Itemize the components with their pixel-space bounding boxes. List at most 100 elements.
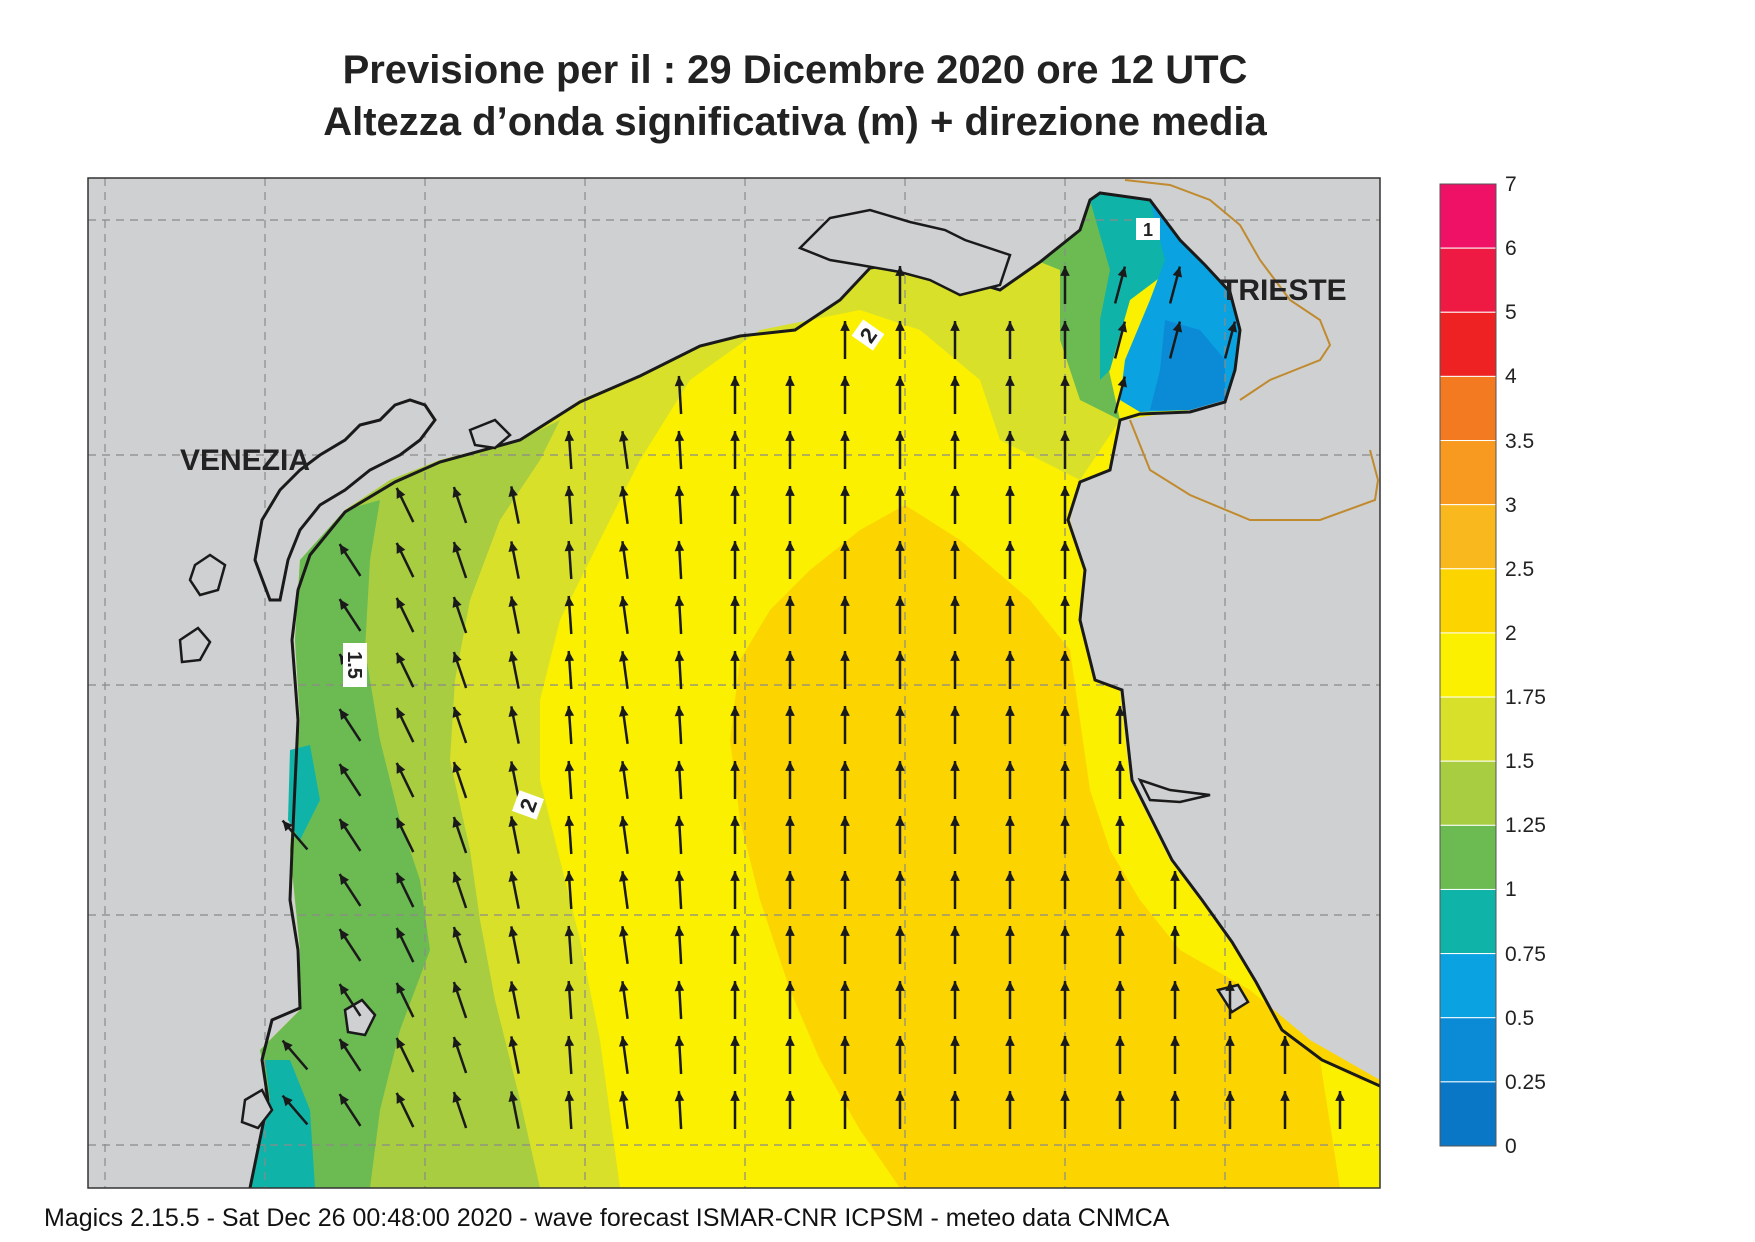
legend-tick-label: 0: [1505, 1135, 1517, 1158]
direction-arrow-head: [840, 486, 850, 496]
legend-swatch: [1439, 375, 1497, 442]
direction-arrow-head: [840, 816, 850, 826]
direction-arrow-head: [1060, 321, 1070, 331]
legend-swatch: [1439, 760, 1497, 826]
direction-arrow-head: [396, 817, 406, 829]
lagoon-island-1: [468, 418, 512, 450]
legend-swatch: [1439, 440, 1497, 506]
legend-tick-label: 5: [1505, 301, 1517, 325]
direction-arrow-head: [895, 486, 905, 496]
band-125: [250, 500, 430, 1188]
direction-arrow-head: [282, 820, 293, 832]
forecast-subtitle: Altezza d’onda significativa (m) + direz…: [323, 100, 1267, 144]
direction-arrow-head: [452, 597, 462, 608]
direction-arrow-head: [840, 761, 850, 771]
direction-arrow-head: [564, 981, 575, 992]
direction-arrow-head: [840, 706, 850, 716]
legend-swatch: [1439, 1081, 1497, 1147]
direction-arrow-head: [452, 1092, 462, 1103]
direction-arrow-head: [674, 816, 685, 827]
grado-lagoon: [797, 208, 1012, 297]
direction-arrow-head: [1170, 1091, 1180, 1101]
legend-tick-label: 2.5: [1505, 557, 1535, 581]
direction-arrow-head: [1005, 761, 1015, 771]
direction-arrow-head: [950, 431, 960, 441]
direction-arrow-head: [1005, 376, 1015, 386]
direction-arrow-head: [1225, 1091, 1235, 1101]
legend-swatch: [1439, 953, 1497, 1019]
direction-arrow-head: [1170, 1036, 1180, 1046]
direction-arrow-head: [950, 651, 960, 661]
direction-arrow-head: [564, 486, 575, 497]
direction-arrow-head: [508, 486, 518, 497]
legend-tick-label: 4: [1505, 365, 1517, 389]
legend-tick-label: 3: [1505, 493, 1517, 517]
direction-arrow-head: [730, 1091, 740, 1101]
direction-arrow-head: [396, 597, 406, 609]
direction-arrow-head: [730, 761, 740, 771]
slovenia-border: [1124, 179, 1332, 401]
direction-arrow-head: [508, 926, 518, 937]
direction-arrow-head: [840, 596, 850, 606]
direction-arrow-head: [950, 981, 960, 991]
direction-arrow-head: [730, 706, 740, 716]
direction-arrow-head: [674, 486, 685, 497]
direction-arrow-head: [564, 706, 575, 717]
direction-arrow-head: [785, 926, 795, 936]
lagoon-island-4: [240, 1088, 274, 1130]
direction-arrow-head: [1335, 1091, 1345, 1101]
legend-tick-label: 7: [1505, 173, 1517, 196]
lagoon-island-2: [188, 553, 227, 597]
legend-border: [1439, 183, 1497, 1147]
direction-arrow-head: [508, 1036, 518, 1047]
direction-arrow-head: [339, 544, 349, 555]
direction-arrow-head: [785, 596, 795, 606]
direction-arrow-head: [508, 981, 518, 992]
direction-arrow-head: [1060, 981, 1070, 991]
direction-arrow-head: [1115, 706, 1125, 716]
contour-label-2-west: 2: [512, 790, 544, 820]
direction-arrow-head: [840, 321, 850, 331]
direction-arrow-head: [895, 1036, 905, 1046]
legend-tick-label: 1: [1505, 878, 1517, 902]
forecast-title: Previsione per il : 29 Dicembre 2020 ore…: [342, 48, 1248, 92]
legend-swatch: [1439, 1017, 1497, 1083]
direction-arrow-head: [1115, 871, 1125, 881]
direction-arrow-head: [282, 1040, 293, 1052]
band-250: [730, 505, 1380, 1188]
band-100-sw: [250, 1060, 315, 1188]
direction-arrow-head: [396, 542, 406, 554]
band-050-ne: [1150, 320, 1225, 410]
legend-tick-label: 0.25: [1505, 1070, 1546, 1094]
direction-arrow-head: [785, 431, 795, 441]
legend-swatch: [1439, 632, 1497, 698]
direction-arrow-head: [452, 652, 462, 663]
direction-arrow-head: [1060, 761, 1070, 771]
direction-arrow-head: [785, 871, 795, 881]
direction-arrow-head: [564, 871, 575, 882]
direction-arrow-head: [1225, 981, 1235, 991]
direction-arrow-head: [895, 651, 905, 661]
direction-arrow-head: [1060, 706, 1070, 716]
istria-coast: [1137, 777, 1211, 804]
direction-arrow-head: [950, 596, 960, 606]
direction-arrow-head: [396, 982, 406, 994]
direction-arrow-head: [619, 981, 629, 992]
direction-arrow-head: [1227, 321, 1237, 333]
direction-arrow-head: [1005, 816, 1015, 826]
legend-tick-label: 3.5: [1505, 429, 1535, 453]
direction-arrow-head: [619, 1091, 629, 1102]
lagoon-island-5: [343, 998, 377, 1037]
direction-arrow-head: [895, 266, 905, 276]
direction-arrow-head: [564, 926, 575, 937]
direction-arrow-head: [785, 761, 795, 771]
direction-arrow-head: [619, 706, 629, 717]
legend-swatch: [1439, 311, 1497, 377]
footer-credits: Magics 2.15.5 - Sat Dec 26 00:48:00 2020…: [44, 1204, 1170, 1232]
direction-arrow-head: [1060, 651, 1070, 661]
direction-arrow-head: [339, 819, 349, 830]
direction-arrow-head: [452, 817, 462, 828]
direction-arrow-head: [339, 764, 349, 775]
direction-arrow-head: [396, 762, 406, 774]
direction-arrow-head: [730, 431, 740, 441]
